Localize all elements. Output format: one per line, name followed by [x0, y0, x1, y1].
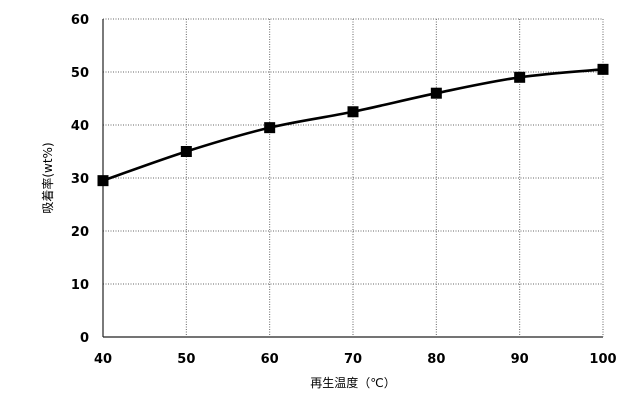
- data-point-marker: [514, 72, 525, 83]
- y-tick-label: 20: [71, 225, 89, 240]
- data-point-marker: [598, 64, 609, 75]
- x-axis-ticks: 40 50 60 70 80 90 100: [94, 352, 617, 367]
- x-tick-label: 70: [344, 352, 362, 367]
- y-tick-label: 30: [71, 172, 89, 187]
- x-tick-label: 50: [177, 352, 195, 367]
- y-tick-label: 40: [71, 119, 89, 134]
- x-tick-label: 40: [94, 352, 112, 367]
- x-tick-label: 90: [511, 352, 529, 367]
- data-point-marker: [348, 106, 359, 117]
- data-point-marker: [264, 122, 275, 133]
- x-tick-label: 60: [261, 352, 279, 367]
- x-tick-label: 100: [589, 352, 616, 367]
- y-tick-label: 60: [71, 13, 89, 28]
- y-tick-label: 0: [80, 331, 89, 346]
- y-axis-title: 吸着率(wt%): [40, 142, 55, 213]
- grid: [103, 19, 603, 337]
- y-axis-ticks: 0 10 20 30 40 50 60: [71, 13, 89, 346]
- data-point-marker: [181, 146, 192, 157]
- x-axis-title: 再生温度（℃）: [310, 375, 395, 390]
- data-point-marker: [98, 175, 109, 186]
- y-tick-label: 50: [71, 66, 89, 81]
- y-tick-label: 10: [71, 278, 89, 293]
- data-point-marker: [431, 88, 442, 99]
- x-tick-label: 80: [427, 352, 445, 367]
